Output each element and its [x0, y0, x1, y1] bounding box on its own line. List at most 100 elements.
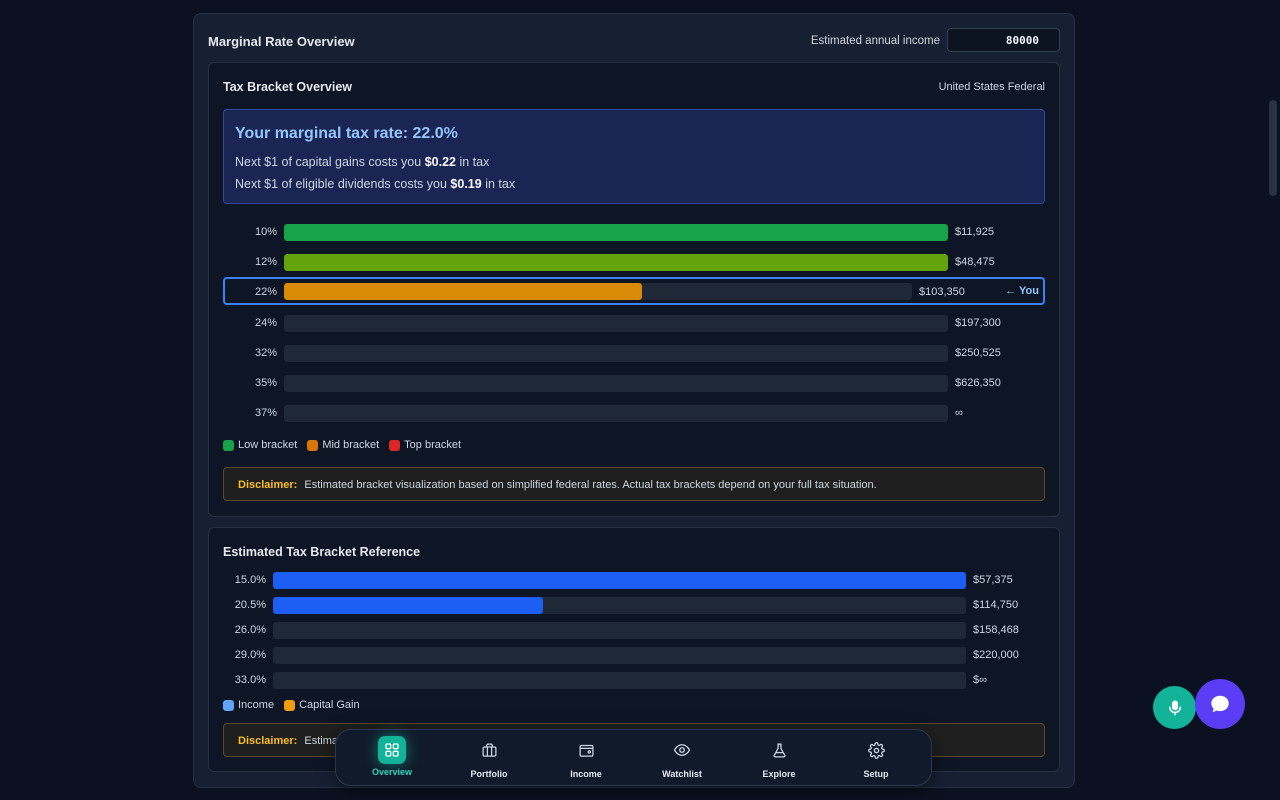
- jurisdiction-label: United States Federal: [938, 81, 1045, 93]
- page-scrollbar[interactable]: [1266, 0, 1280, 800]
- scrollbar-thumb[interactable]: [1269, 100, 1277, 196]
- income-label: Estimated annual income: [810, 35, 940, 47]
- legend-item-income: Income: [223, 699, 274, 711]
- reference-track: [273, 672, 966, 689]
- microphone-icon: [1168, 700, 1181, 715]
- marginal-rate-panel: Marginal Rate Overview Estimated annual …: [193, 13, 1075, 788]
- nav-item-portfolio[interactable]: Portfolio: [449, 730, 529, 787]
- bracket-rate: 10%: [254, 226, 277, 238]
- legend-label: Low bracket: [238, 439, 298, 451]
- chat-bubble-icon: [1211, 695, 1229, 713]
- div-suffix: in tax: [485, 177, 516, 191]
- bracket-fill: [284, 224, 948, 241]
- card-title: Tax Bracket Overview: [223, 80, 353, 94]
- reference-track: [273, 647, 966, 664]
- disclaimer-label: Disclaimer:: [238, 479, 298, 491]
- cg-amount: $0.22: [424, 155, 456, 169]
- reference-legend: Income Capital Gain: [223, 699, 360, 711]
- marginal-rate-headline: Your marginal tax rate: 22.0%: [235, 125, 458, 142]
- bracket-row: 35% $626,350: [223, 372, 1045, 396]
- div-prefix: Next $1 of eligible dividends costs you: [235, 177, 447, 191]
- wallet-icon: [572, 736, 600, 764]
- div-amount: $0.19: [450, 177, 482, 191]
- reference-limit: $114,750: [973, 599, 1019, 611]
- nav-label: Watchlist: [662, 769, 702, 779]
- bracket-track: [284, 224, 948, 241]
- you-marker: ← You: [1005, 285, 1039, 297]
- cg-prefix: Next $1 of capital gains costs you: [235, 155, 422, 169]
- income-input[interactable]: [947, 28, 1060, 52]
- disclaimer-label: Disclaimer:: [238, 735, 298, 747]
- bottom-nav: Overview Portfolio Income Watchlist Expl…: [335, 729, 932, 786]
- legend-label: Top bracket: [404, 439, 462, 451]
- nav-label: Overview: [371, 767, 413, 777]
- reference-row: 29.0% $220,000: [223, 646, 1045, 664]
- reference-rate: 29.0%: [234, 649, 266, 661]
- bracket-row: 32% $250,525: [223, 342, 1045, 366]
- legend-item-mid: Mid bracket: [307, 439, 379, 451]
- legend-swatch: [284, 699, 296, 711]
- legend-swatch: [223, 699, 234, 711]
- bracket-row: 12% $48,475: [223, 251, 1045, 275]
- voice-button[interactable]: [1153, 686, 1196, 729]
- reference-row: 15.0% $57,375: [223, 571, 1045, 589]
- nav-item-setup[interactable]: Setup: [836, 730, 916, 787]
- dividends-cost-line: Next $1 of eligible dividends costs you …: [235, 177, 515, 191]
- legend-swatch: [389, 439, 401, 451]
- reference-rate: 33.0%: [234, 674, 266, 686]
- bracket-track: [284, 283, 912, 300]
- bracket-fill: [284, 254, 948, 271]
- bracket-limit: $626,350: [955, 377, 1001, 389]
- nav-item-explore[interactable]: Explore: [739, 730, 819, 787]
- legend-label: Mid bracket: [322, 439, 380, 451]
- reference-fill: [273, 572, 966, 589]
- nav-label: Portfolio: [470, 769, 508, 779]
- chat-button[interactable]: [1195, 679, 1245, 729]
- nav-item-overview[interactable]: Overview: [352, 730, 432, 787]
- bracket-rate: 32%: [254, 347, 277, 359]
- reference-rate: 20.5%: [234, 599, 266, 611]
- nav-item-income[interactable]: Income: [546, 730, 626, 787]
- bracket-rate: 37%: [254, 407, 277, 419]
- bracket-rate: 35%: [254, 377, 277, 389]
- legend-label: Capital Gain: [299, 699, 360, 711]
- bracket-track: [284, 405, 948, 422]
- nav-label: Explore: [762, 769, 796, 779]
- cg-suffix: in tax: [459, 155, 490, 169]
- reference-row: 33.0% $∞: [223, 671, 1045, 689]
- reference-row: 20.5% $114,750: [223, 596, 1045, 614]
- legend-label: Income: [238, 699, 275, 711]
- bracket-track: [284, 345, 948, 362]
- legend-item-top: Top bracket: [389, 439, 461, 451]
- reference-limit: $57,375: [973, 574, 1013, 586]
- bracket-track: [284, 375, 948, 392]
- reference-limit: $220,000: [973, 649, 1019, 661]
- nav-label: Setup: [863, 769, 889, 779]
- reference-rate: 26.0%: [234, 624, 266, 636]
- bracket-row: 10% $11,925: [223, 221, 1045, 245]
- reference-rate: 15.0%: [234, 574, 266, 586]
- tax-bracket-card: Tax Bracket Overview United States Feder…: [208, 62, 1060, 517]
- panel-header: Marginal Rate Overview Estimated annual …: [208, 28, 1060, 54]
- grid-icon: [378, 736, 406, 764]
- bracket-limit: ∞: [955, 407, 963, 419]
- bracket-rate: 22%: [254, 286, 277, 298]
- legend-item-low: Low bracket: [223, 439, 297, 451]
- reference-fill: [273, 597, 544, 614]
- nav-label: Income: [570, 769, 602, 779]
- legend-swatch: [223, 439, 234, 451]
- eye-icon: [668, 736, 696, 764]
- legend-swatch: [307, 439, 319, 451]
- bracket-track: [284, 315, 948, 332]
- briefcase-icon: [475, 736, 503, 764]
- bracket-row-current: 22% $103,350 ← You: [223, 277, 1045, 305]
- nav-item-watchlist[interactable]: Watchlist: [642, 730, 722, 787]
- bracket-rate: 12%: [254, 256, 277, 268]
- reference-track: [273, 622, 966, 639]
- reference-limit: $∞: [973, 674, 987, 686]
- reference-track: [273, 572, 966, 589]
- bracket-limit: $250,525: [955, 347, 1001, 359]
- bracket-limit: $48,475: [955, 256, 995, 268]
- bracket-fill: [284, 283, 642, 300]
- bracket-limit: $197,300: [955, 317, 1001, 329]
